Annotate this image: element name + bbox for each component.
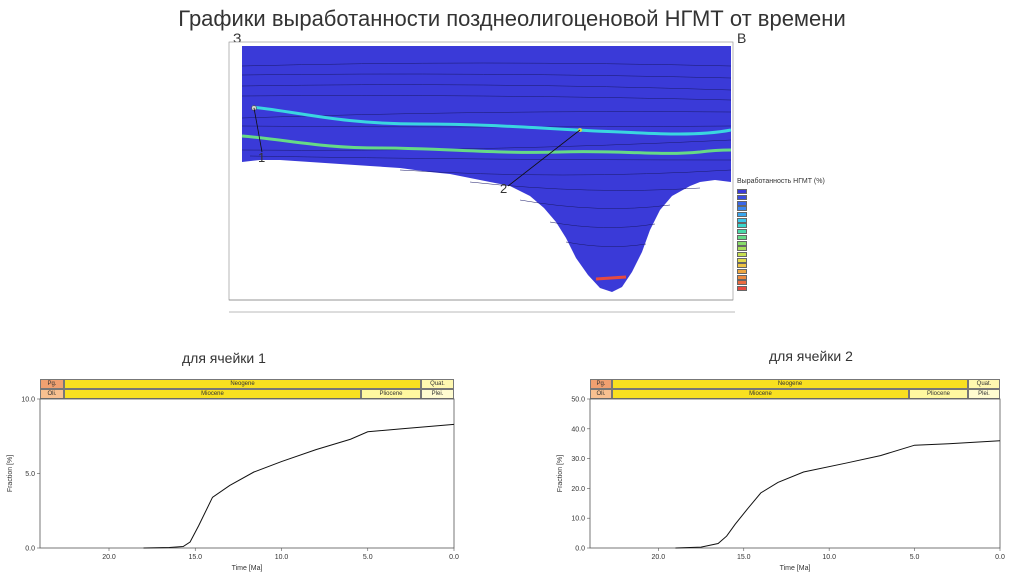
cell-2-label: для ячейки 2 — [769, 348, 853, 364]
legend-swatch — [737, 280, 747, 286]
legend-swatches — [737, 189, 837, 292]
strat-oli: Oli. — [40, 389, 64, 399]
legend-row — [737, 257, 837, 263]
x-tick-label: 10.0 — [822, 554, 836, 561]
legend-row — [737, 234, 837, 241]
y-tick-label: 10.0 — [571, 516, 585, 523]
upper-maturity-horizon — [251, 105, 732, 136]
legend-swatch — [737, 274, 747, 280]
legend-swatch — [737, 217, 747, 223]
legend-row — [737, 189, 837, 195]
legend-swatch — [737, 263, 747, 269]
y-tick-label: 0.0 — [25, 546, 35, 553]
legend-row — [737, 286, 837, 292]
legend-row — [737, 240, 837, 246]
legend-title: Выработанность НГМТ (%) — [737, 178, 825, 185]
plot-frame — [589, 398, 1001, 549]
legend-row — [737, 229, 837, 235]
marker-2-leader — [507, 129, 581, 187]
legend-swatch — [737, 212, 747, 218]
x-tick-label: 0.0 — [449, 554, 459, 561]
y-tick-label: 0.0 — [575, 546, 585, 553]
marker-1-label: 1 — [258, 150, 266, 165]
strat-plei: Plei. — [421, 389, 454, 399]
strat-plei: Plei. — [968, 389, 1000, 399]
y-tick-label: 50.0 — [571, 397, 585, 404]
marker-2-label: 2 — [500, 181, 508, 196]
y-tick-label: 10.0 — [21, 397, 35, 404]
legend-swatch — [737, 240, 747, 246]
legend-swatch — [737, 234, 747, 240]
legend-row — [737, 274, 837, 280]
x-tick-label: 15.0 — [188, 554, 202, 561]
legend-swatch — [737, 195, 747, 201]
y-tick-label: 20.0 — [571, 486, 585, 493]
legend-row — [737, 246, 837, 252]
strat-neogene: Neogene — [612, 379, 968, 389]
lower-maturity-horizon — [241, 134, 732, 155]
legend-swatch — [737, 229, 747, 235]
x-axis-label: Time [Ma] — [232, 565, 263, 572]
y-axis-label: Fraction [%] — [7, 455, 14, 492]
strat-miocene: Miocene — [612, 389, 909, 399]
slide-title: Графики выработанности позднеолигоценово… — [178, 6, 846, 31]
legend-swatch — [737, 286, 747, 292]
cell-1-label: для ячейки 1 — [182, 350, 266, 366]
legend-row — [737, 223, 837, 229]
west-label: З — [233, 30, 242, 46]
x-axis-label: Time [Ma] — [780, 565, 811, 572]
fraction-line — [675, 440, 1001, 549]
y-tick-label: 40.0 — [571, 426, 585, 433]
x-tick-label: 15.0 — [737, 554, 751, 561]
legend-swatch — [737, 200, 747, 206]
x-tick-label: 0.0 — [995, 554, 1005, 561]
cell-2-strat-header: Pg. Neogene Quat. Oli. Miocene Pliocene … — [590, 379, 1000, 399]
y-tick-label: 30.0 — [571, 456, 585, 463]
legend-row — [737, 200, 837, 206]
legend-row — [737, 206, 837, 212]
strat-quat: Quat. — [421, 379, 454, 389]
strat-miocene: Miocene — [64, 389, 361, 399]
legend-row — [737, 268, 837, 275]
deep-red-horizon — [595, 275, 627, 281]
y-tick-label: 5.0 — [25, 471, 35, 478]
x-tick-label: 5.0 — [363, 554, 373, 561]
legend-swatch — [737, 206, 747, 212]
legend-swatch — [737, 257, 747, 263]
strat-oli: Oli. — [590, 389, 612, 399]
legend-row — [737, 212, 837, 218]
legend-swatch — [737, 246, 747, 252]
legend-row — [737, 251, 837, 258]
strat-neogene: Neogene — [64, 379, 421, 389]
cell-1-strat-header: Pg. Neogene Quat. Oli. Miocene Pliocene … — [40, 379, 454, 399]
maturity-legend: Выработанность НГМТ (%) — [737, 178, 837, 298]
fraction-line — [143, 423, 455, 549]
strat-quat: Quat. — [968, 379, 1000, 389]
legend-row — [737, 280, 837, 286]
legend-swatch — [737, 189, 747, 195]
legend-row — [737, 195, 837, 201]
legend-row — [737, 263, 837, 269]
section-ticks — [229, 299, 735, 313]
x-tick-label: 20.0 — [102, 554, 116, 561]
x-tick-label: 20.0 — [652, 554, 666, 561]
marker-1-leader — [253, 107, 263, 153]
y-axis-label: Fraction [%] — [557, 455, 564, 492]
legend-row — [737, 217, 837, 223]
x-tick-label: 5.0 — [910, 554, 920, 561]
legend-swatch — [737, 251, 747, 257]
strat-pg: Pg. — [590, 379, 612, 389]
strat-pg: Pg. — [40, 379, 64, 389]
strat-pliocene: Pliocene — [361, 389, 421, 399]
x-tick-label: 10.0 — [275, 554, 289, 561]
east-label: В — [737, 30, 747, 46]
strat-pliocene: Pliocene — [909, 389, 968, 399]
basin-fill — [242, 46, 731, 292]
legend-swatch — [737, 268, 747, 274]
legend-swatch — [737, 223, 747, 229]
